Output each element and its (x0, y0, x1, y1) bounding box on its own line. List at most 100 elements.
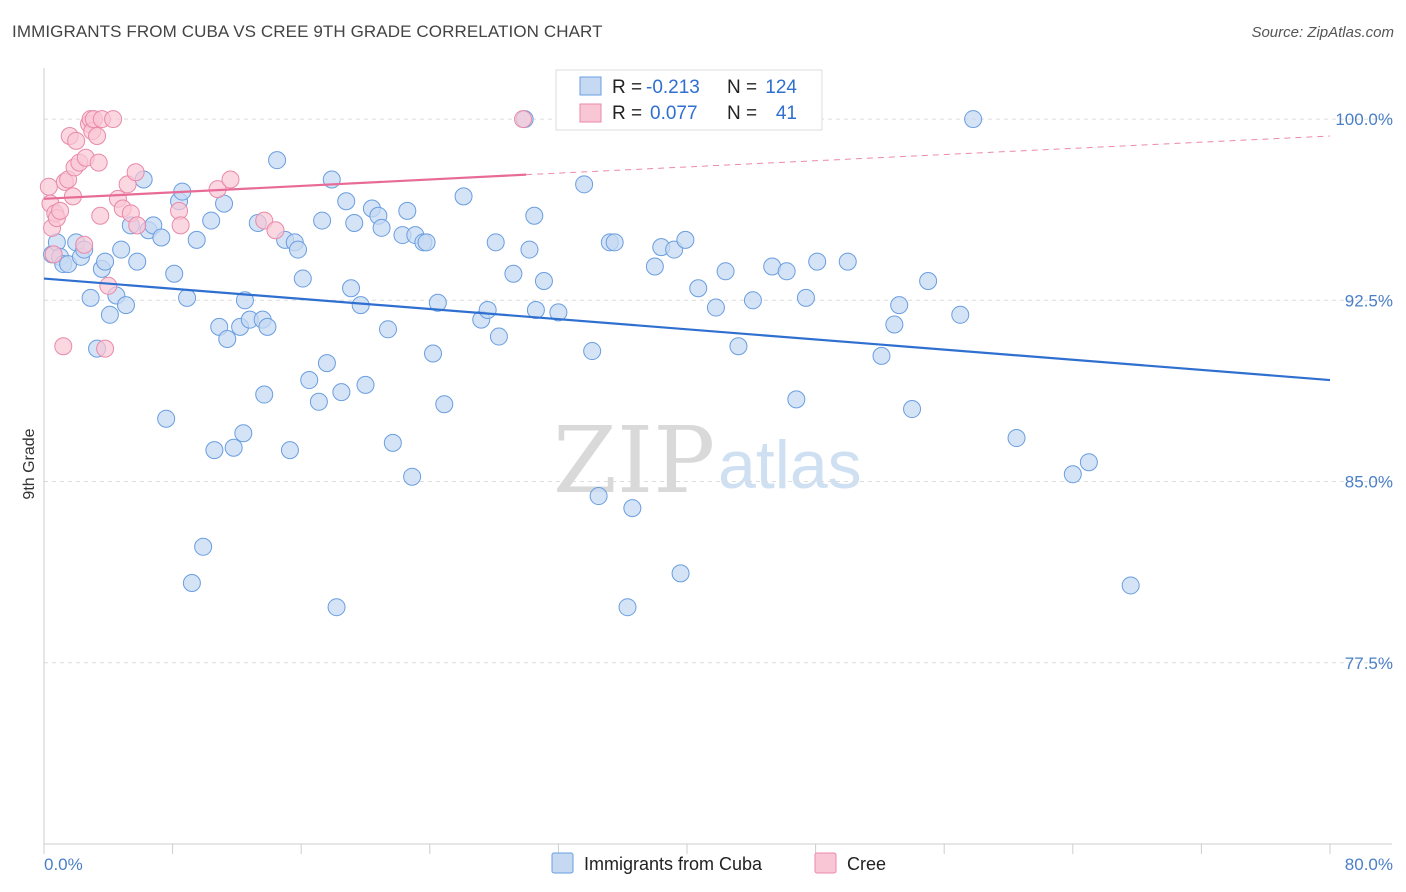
cuba-point (152, 228, 171, 247)
y-tick-label: 85.0% (1345, 473, 1393, 492)
cuba-point (187, 230, 206, 249)
x-tick-label: 80.0% (1345, 855, 1393, 874)
cuba-point (583, 342, 602, 361)
stats-swatch-cuba (579, 76, 602, 96)
cuba-point (157, 409, 176, 428)
stats-r-value-cree: 0.077 (650, 103, 698, 124)
cuba-point (777, 262, 796, 281)
cuba-point (676, 230, 695, 249)
cree-point (126, 163, 145, 182)
cuba-point (258, 317, 277, 336)
cuba-point (1121, 576, 1140, 595)
cuba-point (337, 192, 356, 211)
chart-title: IMMIGRANTS FROM CUBA VS CREE 9TH GRADE C… (12, 22, 603, 41)
cree-point (514, 110, 533, 129)
cree-point (171, 216, 190, 235)
cuba-point (589, 487, 608, 506)
cree-point (128, 216, 147, 235)
cuba-point (268, 151, 287, 170)
stats-n-value-cuba: 124 (765, 77, 797, 98)
stats-n-label-cree: N = (727, 103, 757, 124)
cuba-point (372, 218, 391, 237)
y-tick-label: 100.0% (1335, 110, 1393, 129)
stats-box: R = -0.213 N = 124 R = 0.077 N = 41 (555, 69, 823, 131)
cuba-point (224, 438, 243, 457)
cuba-point (165, 264, 184, 283)
watermark-zip: ZIP (553, 407, 715, 514)
cuba-point (345, 213, 364, 232)
cuba-point (424, 344, 443, 363)
cuba-point (178, 288, 197, 307)
cree-point (51, 201, 70, 220)
cuba-point (288, 240, 307, 259)
cree-point (96, 339, 115, 358)
cuba-point (489, 327, 508, 346)
cuba-point (332, 383, 351, 402)
cuba-point (234, 424, 253, 443)
bottom-legend: Immigrants from Cuba Cree (551, 852, 886, 874)
cuba-point (534, 271, 553, 290)
cuba-point (356, 375, 375, 394)
tick-labels: 77.5% 85.0% 92.5% 100.0% 0.0% 80.0% (44, 110, 1393, 874)
cuba-point (618, 598, 637, 617)
cuba-point (300, 371, 319, 390)
x-tick-label: 0.0% (44, 855, 83, 874)
cree-point (44, 245, 63, 264)
cuba-point (486, 233, 505, 252)
cuba-point (116, 296, 135, 315)
legend-swatch-cuba (551, 852, 574, 874)
y-tick-label: 77.5% (1345, 654, 1393, 673)
cuba-point (645, 257, 664, 276)
cuba-point (428, 293, 447, 312)
legend-label-cuba: Immigrants from Cuba (584, 854, 763, 874)
cree-point (104, 110, 123, 129)
cuba-point (96, 252, 115, 271)
cree-point (89, 153, 108, 172)
cuba-point (903, 400, 922, 419)
cuba-point (890, 296, 909, 315)
cree-point (91, 206, 110, 225)
cuba-point (128, 252, 147, 271)
cree-point (266, 221, 285, 240)
cuba-trend-line (43, 277, 1331, 382)
cuba-point (205, 441, 224, 460)
gridlines (44, 118, 1392, 664)
cuba-point (1007, 429, 1026, 448)
cuba-point (838, 252, 857, 271)
stats-r-label-cuba: R = (612, 77, 642, 98)
cuba-point (1063, 465, 1082, 484)
stats-n-label-cuba: N = (727, 77, 757, 98)
cuba-point (716, 262, 735, 281)
cuba-point (964, 110, 983, 129)
cree-point (99, 276, 118, 295)
cuba-point (309, 392, 328, 411)
cuba-point (1079, 453, 1098, 472)
cree-point (67, 131, 86, 150)
cuba-point (379, 320, 398, 339)
y-tick-label: 92.5% (1345, 291, 1393, 310)
cuba-point (417, 233, 436, 252)
cree-point (39, 177, 58, 196)
cuba-point (729, 337, 748, 356)
cuba-point (327, 598, 346, 617)
cuba-point (313, 211, 332, 230)
cuba-point (743, 291, 762, 310)
cuba-point (235, 291, 254, 310)
cuba-point (787, 390, 806, 409)
cuba-point (885, 315, 904, 334)
cuba-point (342, 279, 361, 298)
cuba-point (808, 252, 827, 271)
cuba-point (504, 264, 523, 283)
cuba-point (280, 441, 299, 460)
cuba-point (872, 346, 891, 365)
cuba-point (435, 395, 454, 414)
legend-label-cree: Cree (847, 854, 886, 874)
cuba-point (605, 233, 624, 252)
cuba-point (383, 433, 402, 452)
legend-swatch-cree (814, 852, 837, 874)
cuba-point (796, 288, 815, 307)
stats-swatch-cree (579, 103, 602, 123)
stats-r-value-cuba: -0.213 (646, 77, 700, 98)
cuba-point (919, 271, 938, 290)
